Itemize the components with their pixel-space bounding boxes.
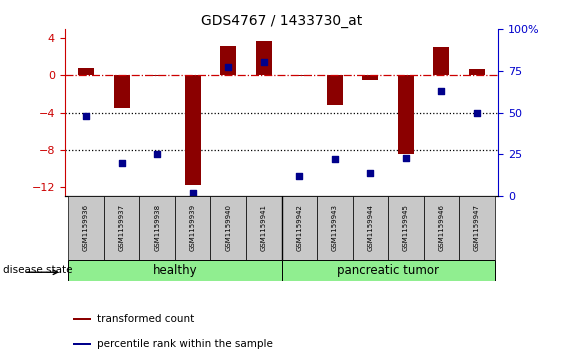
Bar: [104, 196, 140, 260]
Text: GSM1159946: GSM1159946: [439, 204, 444, 251]
Point: [188, 190, 197, 196]
Text: pancreatic tumor: pancreatic tumor: [337, 264, 439, 277]
Point: [366, 170, 375, 176]
Point: [330, 156, 339, 162]
Text: disease state: disease state: [3, 265, 72, 276]
Bar: [363, 76, 378, 80]
Text: GSM1159938: GSM1159938: [154, 204, 160, 251]
Text: GSM1159936: GSM1159936: [83, 204, 89, 251]
Bar: [327, 76, 343, 105]
Point: [224, 65, 233, 70]
Bar: [68, 196, 104, 260]
Point: [259, 60, 268, 65]
Bar: [140, 196, 175, 260]
Text: transformed count: transformed count: [97, 314, 194, 324]
Text: GSM1159945: GSM1159945: [403, 204, 409, 251]
Bar: [246, 196, 282, 260]
Bar: [73, 343, 91, 345]
Text: GSM1159943: GSM1159943: [332, 204, 338, 251]
Text: healthy: healthy: [153, 264, 197, 277]
Bar: [423, 196, 459, 260]
Bar: [282, 260, 495, 281]
Point: [295, 173, 304, 179]
Text: GSM1159939: GSM1159939: [190, 204, 196, 251]
Bar: [78, 68, 94, 76]
Bar: [220, 46, 236, 76]
Bar: [211, 196, 246, 260]
Bar: [388, 196, 423, 260]
Text: GSM1159937: GSM1159937: [119, 204, 124, 251]
Point: [472, 110, 481, 115]
Bar: [282, 196, 317, 260]
Point: [82, 113, 91, 119]
Bar: [256, 41, 272, 76]
Title: GDS4767 / 1433730_at: GDS4767 / 1433730_at: [201, 14, 362, 28]
Point: [437, 88, 446, 94]
Bar: [114, 76, 129, 108]
Text: GSM1159944: GSM1159944: [367, 204, 373, 251]
Bar: [459, 196, 495, 260]
Point: [153, 151, 162, 157]
Bar: [469, 69, 485, 76]
Text: GSM1159942: GSM1159942: [296, 204, 302, 251]
Bar: [175, 196, 211, 260]
Bar: [68, 260, 282, 281]
Bar: [434, 47, 449, 76]
Text: GSM1159947: GSM1159947: [474, 204, 480, 251]
Bar: [73, 318, 91, 321]
Bar: [352, 196, 388, 260]
Bar: [185, 76, 200, 185]
Point: [117, 160, 126, 166]
Text: percentile rank within the sample: percentile rank within the sample: [97, 339, 273, 349]
Bar: [317, 196, 352, 260]
Point: [401, 155, 410, 160]
Text: GSM1159941: GSM1159941: [261, 204, 267, 251]
Text: GSM1159940: GSM1159940: [225, 204, 231, 251]
Bar: [398, 76, 414, 154]
